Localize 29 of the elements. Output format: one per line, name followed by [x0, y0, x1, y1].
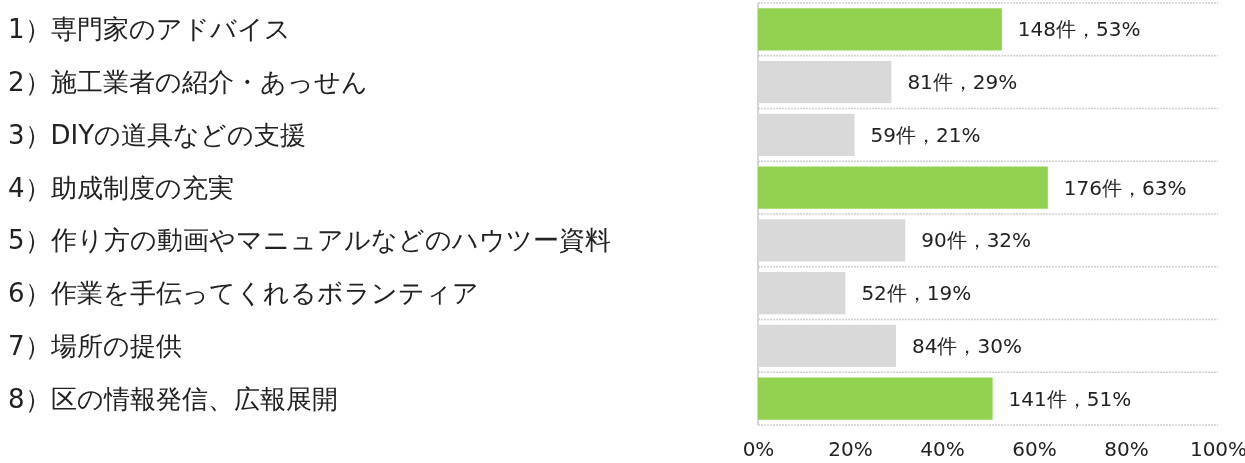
bar — [758, 113, 855, 156]
data-label: 81件，29% — [907, 70, 1018, 95]
y-tick-label: 8）区の情報発信、広報展開 — [8, 383, 338, 414]
bar — [758, 377, 993, 420]
bar — [758, 8, 1002, 51]
y-tick-label: 4）助成制度の充実 — [8, 172, 234, 203]
x-tick-label: 20% — [828, 437, 873, 461]
y-tick-label: 7）場所の提供 — [8, 330, 182, 361]
bar — [758, 324, 896, 367]
y-tick-label: 2）施工業者の紹介・あっせん — [8, 67, 368, 98]
x-tick-label: 60% — [1012, 437, 1057, 461]
x-tick-label: 80% — [1104, 437, 1149, 461]
y-tick-label: 5）作り方の動画やマニュアルなどのハウツー資料 — [8, 225, 611, 256]
bar — [758, 166, 1048, 209]
bar — [758, 61, 892, 104]
data-label: 59件，21% — [870, 122, 981, 147]
y-tick-label: 1）専門家のアドバイス — [8, 14, 291, 45]
x-tick-label: 40% — [920, 437, 965, 461]
data-label: 141件，51% — [1008, 386, 1132, 411]
data-label: 84件，30% — [912, 333, 1022, 358]
data-label: 90件，32% — [921, 228, 1032, 253]
bar — [758, 219, 906, 262]
x-tick-label: 0% — [742, 437, 775, 461]
y-tick-label: 6）作業を手伝ってくれるボランティア — [8, 278, 479, 309]
data-label: 148件，53% — [1017, 17, 1141, 42]
bar — [758, 272, 846, 315]
data-label: 176件，63% — [1063, 175, 1187, 200]
y-tick-label: 3）DIYの道具などの支援 — [8, 119, 307, 150]
data-label: 52件，19% — [861, 281, 972, 306]
